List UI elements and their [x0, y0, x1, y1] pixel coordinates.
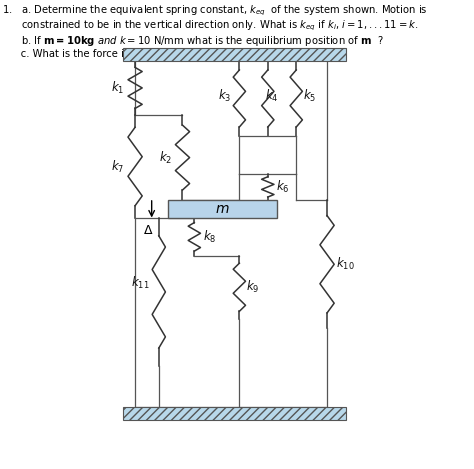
Text: constrained to be in the vertical direction only. What is $k_{eq}$ if $k_i$, $i=: constrained to be in the vertical direct…: [2, 19, 419, 33]
Bar: [123, 407, 346, 420]
Text: $\Delta$: $\Delta$: [143, 224, 153, 237]
Bar: [123, 48, 346, 61]
Text: $k_4$: $k_4$: [265, 88, 279, 104]
Text: $k_6$: $k_6$: [276, 179, 290, 195]
Text: 1.   a. Determine the equivalent spring constant, $k_{eq}$  of the system shown.: 1. a. Determine the equivalent spring co…: [2, 4, 428, 18]
Text: b. If $\mathbf{m=10kg}$ $\mathit{and}$ $k=10\ \mathrm{N/mm}$ what is the equilib: b. If $\mathbf{m=10kg}$ $\mathit{and}$ $…: [2, 34, 384, 48]
Text: $k_{11}$: $k_{11}$: [131, 274, 149, 291]
Text: $k_9$: $k_9$: [246, 279, 260, 295]
Text: $k_2$: $k_2$: [159, 150, 172, 166]
Text: $k_3$: $k_3$: [218, 88, 231, 104]
Bar: [168, 200, 277, 218]
Text: $k_1$: $k_1$: [111, 80, 125, 96]
Text: $\mathit{m}$: $\mathit{m}$: [216, 202, 230, 216]
Text: $k_7$: $k_7$: [111, 159, 125, 174]
Text: $k_5$: $k_5$: [303, 88, 317, 104]
Text: c. What is the force in spring 11.?: c. What is the force in spring 11.?: [2, 49, 190, 59]
Text: $k_{10}$: $k_{10}$: [336, 256, 354, 272]
Text: $k_8$: $k_8$: [203, 229, 216, 245]
